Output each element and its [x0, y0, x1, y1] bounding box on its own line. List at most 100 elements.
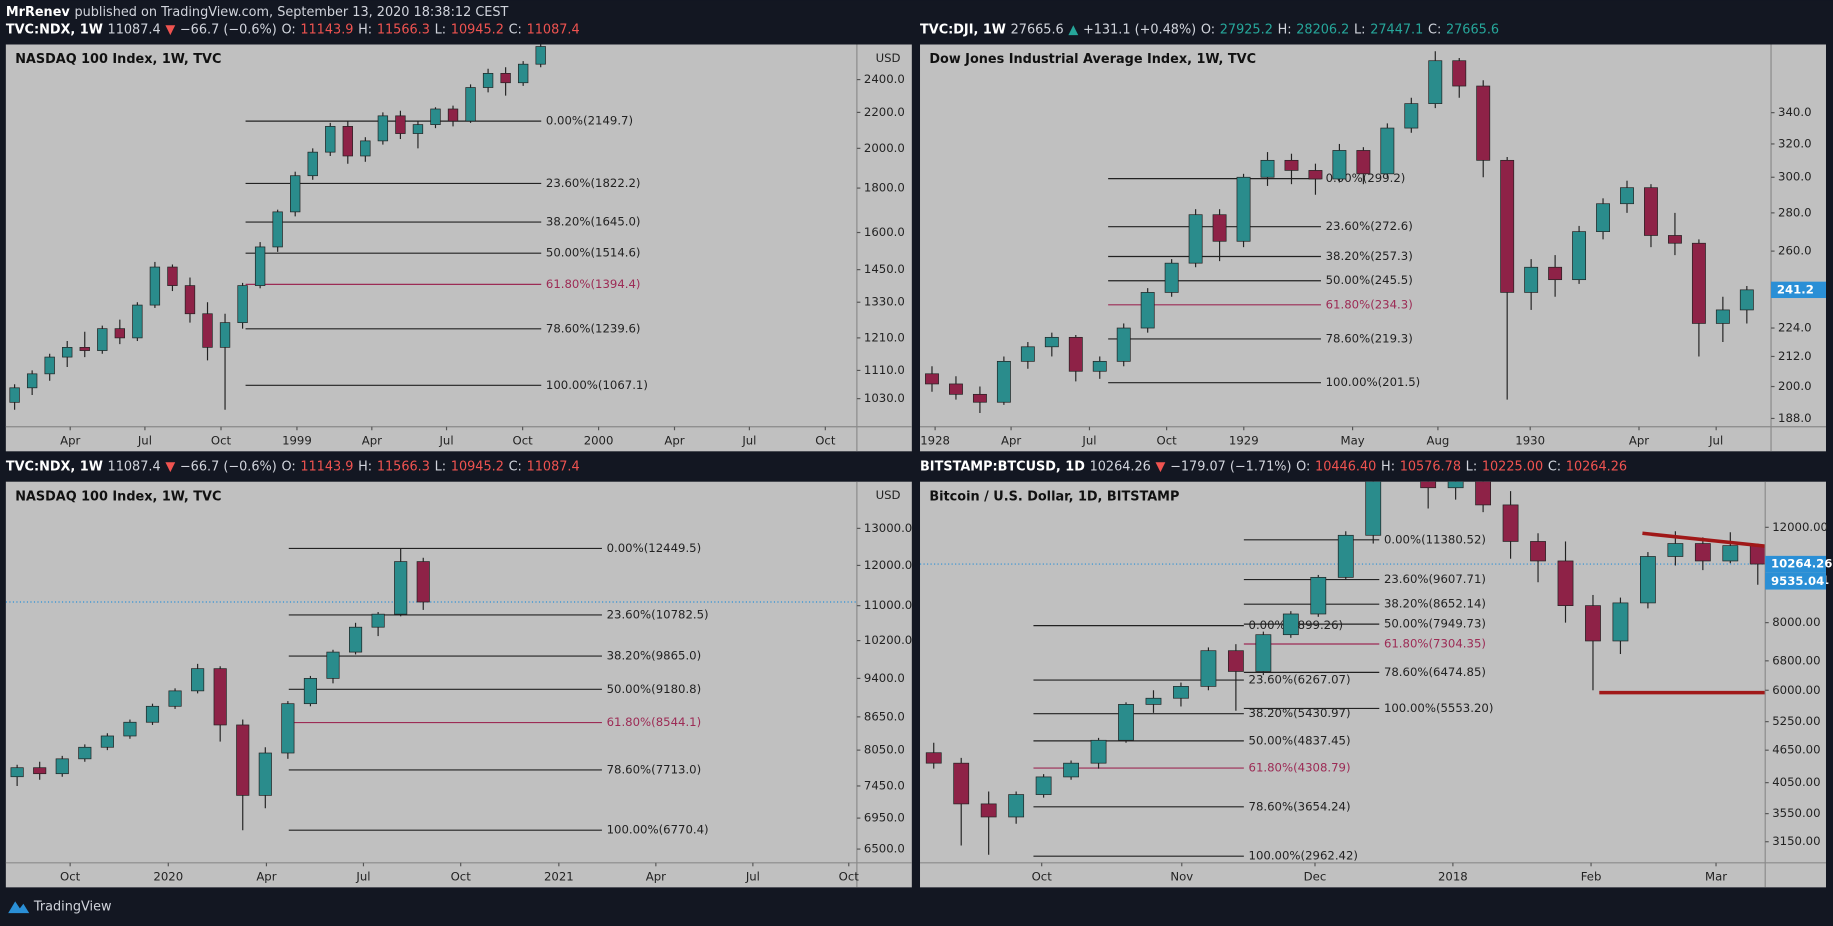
candle-body — [1620, 187, 1634, 205]
y-tick-label: 2200.0 — [864, 105, 905, 119]
candle-body — [1164, 262, 1179, 293]
x-tick-label: Oct — [60, 869, 81, 883]
fib-label: 0.00%(2149.7) — [546, 114, 633, 128]
fib-label: 38.20%(9865.0) — [607, 649, 702, 663]
legend-item: 10264.26 — [1090, 459, 1151, 474]
y-tick-label: 6500.0 — [864, 842, 905, 856]
candle-body — [1524, 266, 1539, 293]
candle-body — [1749, 545, 1766, 565]
legend: BITSTAMP:BTCUSD, 1D 10264.26 ▼ −179.07 (−1.… — [920, 459, 1627, 474]
fib-label: 61.80%(234.3) — [1326, 297, 1413, 311]
legend-item: L: — [435, 22, 446, 37]
candle-body — [167, 266, 178, 286]
fib-label: 38.20%(1645.0) — [546, 215, 641, 229]
candle-body — [184, 285, 196, 315]
candle-body — [307, 151, 318, 177]
candle-body — [1255, 634, 1272, 672]
x-tick-label: Feb — [1581, 869, 1602, 883]
candle-body — [10, 767, 24, 778]
fib-label: 78.60%(3654.24) — [1249, 799, 1351, 813]
legend-item: TVC:DJI, 1W — [920, 22, 1006, 37]
fib-label: 78.60%(219.3) — [1326, 331, 1413, 345]
legend: TVC:NDX, 1W 11087.4 ▼ −66.7 (−0.6%) O: 11143.… — [6, 22, 580, 37]
x-tick-label: 1929 — [1229, 433, 1259, 447]
candle-body — [1428, 60, 1443, 104]
x-tick-label: 2000 — [584, 433, 614, 447]
candle-body — [1572, 231, 1587, 281]
fib-label: 50.00%(9180.8) — [607, 682, 702, 696]
y-tick-label: 6000.00 — [1772, 683, 1820, 697]
brand: TradingView — [33, 900, 112, 915]
x-tick-label: Oct — [839, 869, 860, 883]
x-tick-label: Apr — [1001, 433, 1021, 447]
legend-item: H: — [1381, 459, 1395, 474]
chart-background — [5, 44, 912, 452]
y-tick-label: 188.0 — [1778, 411, 1811, 425]
candle-body — [395, 115, 406, 134]
y-tick-label: 13000.0 — [864, 521, 912, 535]
price-tag-label: 241.2 — [1777, 282, 1814, 296]
candle-body — [1640, 556, 1656, 604]
chart-title: NASDAQ 100 Index, 1W, TVC — [15, 489, 221, 504]
fib-label: 23.60%(9607.71) — [1384, 572, 1486, 586]
candle-body — [342, 126, 353, 157]
candle-body — [996, 360, 1011, 403]
y-tick-label: 280.0 — [1778, 205, 1811, 219]
legend-item: H: — [358, 459, 372, 474]
fib-label: 100.00%(201.5) — [1326, 375, 1421, 389]
legend-item: TVC:NDX, 1W — [6, 22, 103, 37]
candle-body — [1715, 309, 1730, 324]
fib-label: 78.60%(6474.85) — [1384, 665, 1486, 679]
legend-item: H: — [358, 22, 372, 37]
y-tick-label: 260.0 — [1778, 244, 1811, 258]
y-tick-label: 8650.0 — [864, 709, 905, 723]
candle-body — [1365, 481, 1382, 536]
legend-item: 27925.2 — [1220, 22, 1273, 37]
y-tick-label: 7450.0 — [864, 778, 905, 792]
y-tick-label: 10200.0 — [864, 633, 912, 647]
x-tick-label: Oct — [451, 869, 472, 883]
legend-item: 10945.2 — [451, 22, 504, 37]
legend-item: C: — [509, 459, 522, 474]
y-tick-label: 1110.0 — [864, 363, 905, 377]
legend-item: C: — [509, 22, 522, 37]
candle-body — [1502, 504, 1519, 542]
candle-body — [1118, 704, 1134, 741]
candle-body — [1691, 242, 1706, 324]
candle-body — [62, 347, 73, 358]
x-tick-label: Jul — [438, 433, 453, 447]
legend-item: 27447.1 — [1370, 22, 1423, 37]
candle-body — [1447, 481, 1464, 489]
y-tick-label: 2400.0 — [864, 72, 905, 86]
x-tick-label: Jul — [355, 869, 370, 883]
x-tick-label: May — [1341, 433, 1365, 447]
x-tick-label: Mar — [1705, 869, 1727, 883]
fib-label: 100.00%(6770.4) — [607, 823, 709, 837]
candle-body — [1116, 327, 1131, 362]
fib-label: 61.80%(7304.35) — [1384, 637, 1486, 651]
candle-body — [1452, 60, 1467, 87]
candle-body — [1145, 697, 1162, 705]
candle-body — [360, 140, 371, 157]
legend-item: 11143.9 — [300, 22, 353, 37]
candle-body — [213, 668, 227, 726]
candle-body — [1260, 159, 1275, 178]
candle-body — [1585, 605, 1601, 642]
candle-body — [1200, 650, 1217, 687]
legend-item: 27665.6 — [1011, 22, 1064, 37]
y-tick-label: 3150.00 — [1772, 834, 1820, 848]
chart-title: Dow Jones Industrial Average Index, 1W, … — [929, 52, 1256, 67]
legend-item: O: — [281, 459, 295, 474]
legend-item: H: — [1278, 22, 1292, 37]
y-tick-label: 340.0 — [1778, 105, 1811, 119]
candle-body — [1068, 336, 1083, 372]
y-tick-label: 4050.00 — [1772, 775, 1820, 789]
x-tick-label: Oct — [815, 433, 836, 447]
legend-item: 10945.2 — [451, 459, 504, 474]
candle-body — [168, 690, 182, 707]
candle-body — [535, 46, 546, 65]
x-tick-label: Aug — [1427, 433, 1450, 447]
fib-label: 50.00%(245.5) — [1326, 273, 1413, 287]
